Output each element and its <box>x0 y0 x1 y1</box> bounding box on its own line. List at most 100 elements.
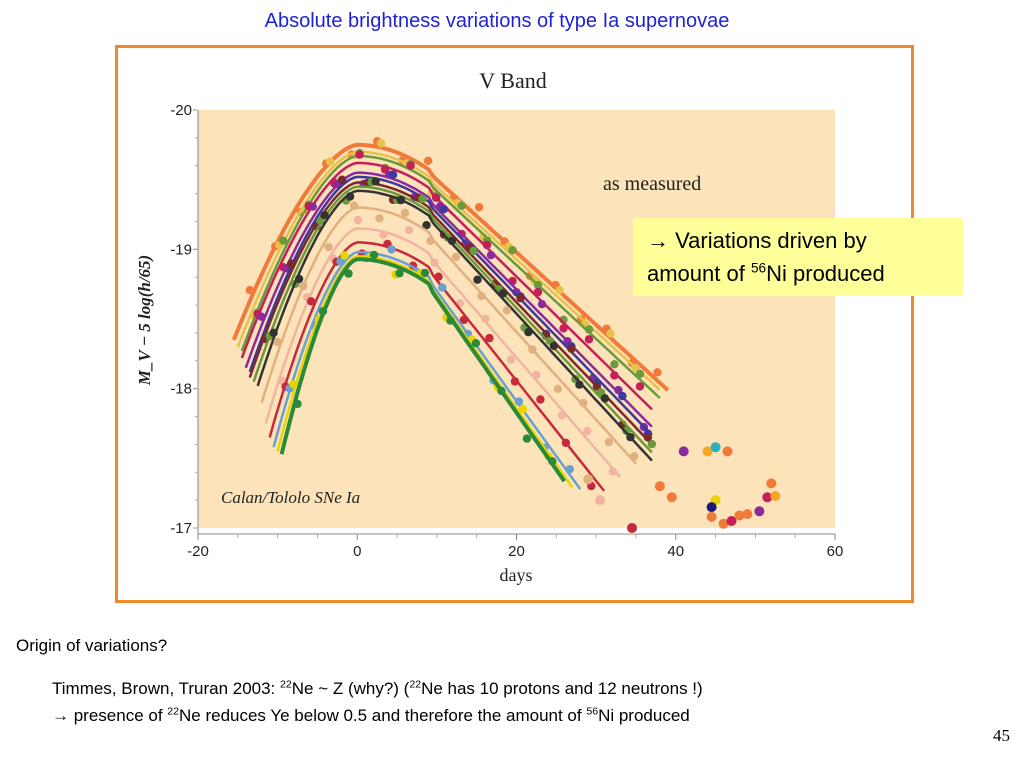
data-point <box>426 236 435 245</box>
data-point <box>630 452 639 461</box>
data-point <box>762 492 773 503</box>
plot-area <box>198 110 835 528</box>
note-2-iso2-mass: 56 <box>586 705 599 718</box>
data-point <box>508 246 517 255</box>
data-point <box>631 363 641 373</box>
x-axis-label: days <box>500 565 533 585</box>
x-tick-label: -20 <box>187 543 209 560</box>
x-tick-label: 20 <box>508 543 525 560</box>
data-point <box>434 272 443 281</box>
data-point <box>451 252 461 262</box>
data-point <box>477 291 486 301</box>
data-point <box>610 360 619 369</box>
arrow-icon: → <box>52 706 69 725</box>
light-curve-10 <box>260 206 637 465</box>
isotope-mass: 56 <box>750 260 767 276</box>
arrow-icon: → <box>647 228 669 253</box>
data-point <box>473 275 482 284</box>
data-point <box>418 194 427 204</box>
data-point <box>340 251 349 260</box>
isotope-symbol: Ni <box>766 261 787 286</box>
data-point <box>306 297 316 306</box>
question-text: Origin of variations? <box>16 636 168 655</box>
data-point <box>635 369 645 379</box>
data-point <box>337 175 347 184</box>
note-1-iso1-rest: Ne ~ Z (why?) ( <box>291 679 410 698</box>
data-point <box>706 502 717 513</box>
data-point <box>345 192 355 201</box>
data-point <box>387 245 396 254</box>
data-point <box>706 511 717 522</box>
data-point <box>502 306 512 315</box>
data-point <box>439 205 449 214</box>
y-tick-label: -20 <box>170 102 192 119</box>
data-point <box>482 240 492 250</box>
note-line-1: Timmes, Brown, Truran 2003: 22Ne ~ Z (wh… <box>52 679 703 699</box>
data-point <box>287 259 296 268</box>
data-point <box>510 377 520 386</box>
data-point <box>514 397 524 406</box>
data-point <box>257 312 266 321</box>
data-point <box>430 258 439 267</box>
data-point <box>308 202 317 211</box>
data-point <box>273 337 282 347</box>
callout-text-1: Variations driven by <box>675 228 867 253</box>
y-axis-label: M_V − 5 log(h/65) <box>135 255 154 386</box>
light-curve-5 <box>244 171 653 428</box>
data-point <box>565 465 574 474</box>
note-2-iso1-mass: 22 <box>167 705 179 718</box>
callout-box: → Variations driven by amount of 56Ni pr… <box>633 218 963 296</box>
y-tick-label: -17 <box>170 520 192 537</box>
data-point <box>353 215 363 225</box>
data-point <box>516 293 525 303</box>
data-point <box>635 382 645 391</box>
data-point <box>294 274 304 284</box>
data-point <box>702 446 713 457</box>
data-point <box>438 283 447 292</box>
data-point <box>722 446 733 457</box>
data-point <box>481 314 490 323</box>
chart-title: V Band <box>479 68 546 93</box>
data-point <box>766 478 777 489</box>
data-point <box>548 457 557 466</box>
data-point <box>559 324 568 333</box>
callout-text-2b: produced <box>786 261 885 286</box>
source-label: Calan/Tololo SNe Ia <box>221 488 360 507</box>
data-point <box>497 386 506 396</box>
data-point <box>349 201 359 210</box>
data-point <box>344 269 353 278</box>
note-line-2: → presence of 22Ne reduces Ye below 0.5 … <box>52 706 690 726</box>
light-curve-6 <box>248 175 653 436</box>
data-point <box>279 236 288 245</box>
data-point <box>459 315 469 325</box>
data-point <box>608 467 617 476</box>
x-tick-label: 40 <box>667 543 684 560</box>
data-point <box>604 437 614 447</box>
data-point <box>678 446 689 457</box>
data-point <box>318 307 328 316</box>
data-point <box>532 370 541 380</box>
data-point <box>584 325 594 334</box>
data-point <box>533 287 543 297</box>
y-tick-label: -19 <box>170 241 192 258</box>
data-point <box>584 335 594 344</box>
data-point <box>770 491 781 501</box>
light-curve-11 <box>264 227 621 478</box>
note-2-iso1-rest: Ne reduces Ye below 0.5 and therefore th… <box>179 706 587 725</box>
data-point <box>567 344 576 353</box>
light-curve-chart: -20 0 20 40 60 -20 -19 -18 -17 V Band as measure… <box>135 68 843 585</box>
data-point <box>518 404 528 414</box>
data-point <box>376 139 386 148</box>
data-point <box>457 201 466 210</box>
data-point <box>324 242 333 252</box>
y-tick-label: -18 <box>170 381 192 398</box>
data-point <box>469 246 478 256</box>
light-curve-14 <box>276 255 574 489</box>
data-point <box>522 434 532 443</box>
data-point <box>486 251 496 260</box>
data-point <box>320 211 329 220</box>
data-point <box>595 495 606 506</box>
callout-line-2: amount of 56Ni produced <box>647 257 963 290</box>
data-point <box>379 230 388 239</box>
data-point <box>583 426 592 436</box>
